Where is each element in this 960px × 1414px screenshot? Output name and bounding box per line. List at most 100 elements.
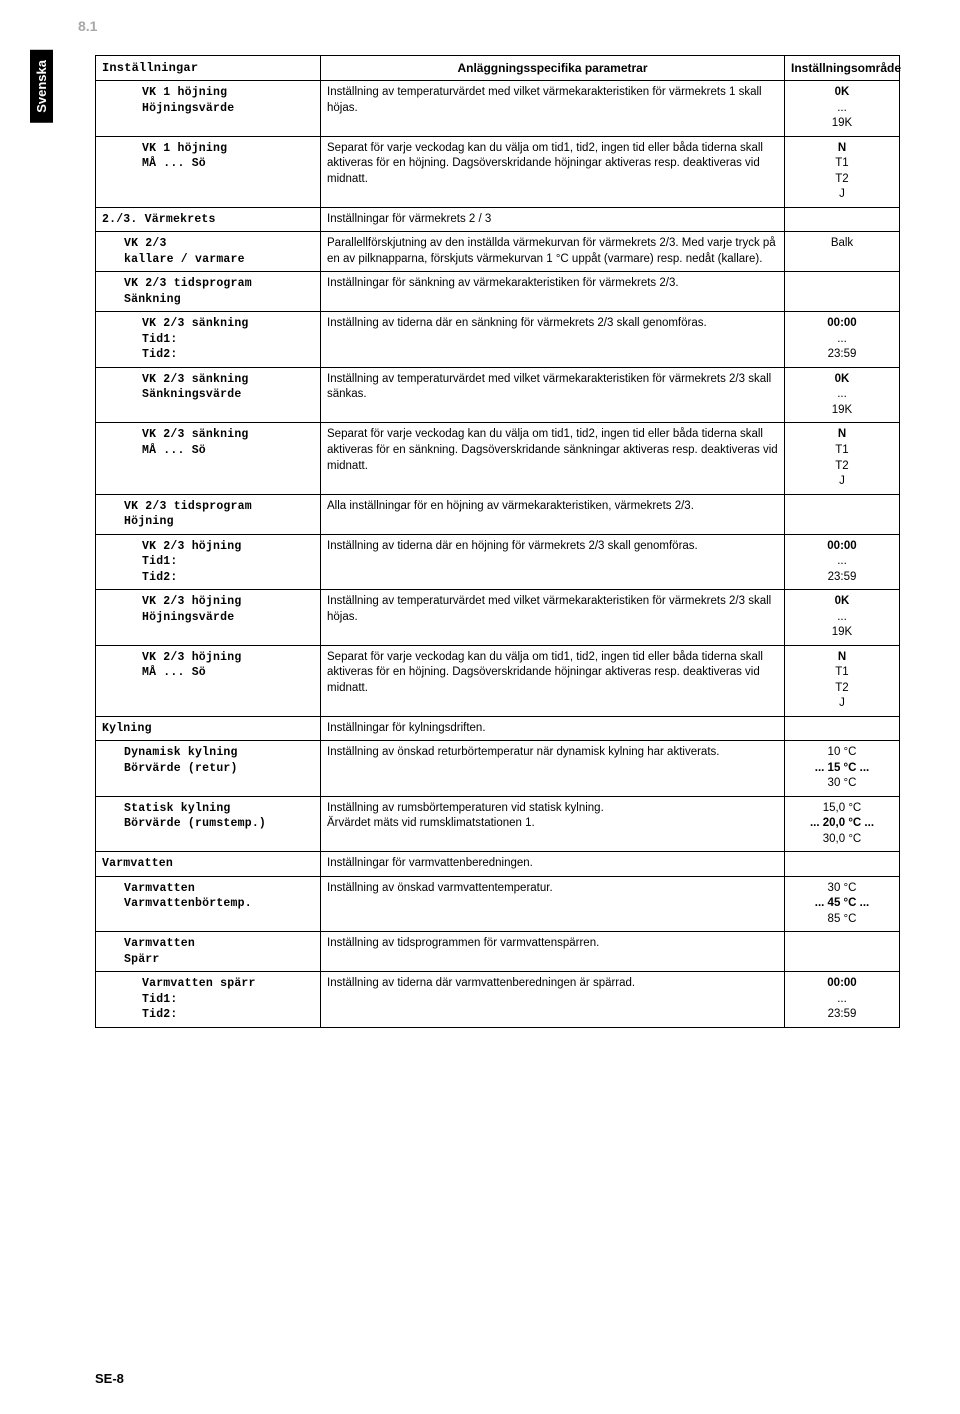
table-row: VK 2/3 tidsprogramSänkning Inställningar …: [96, 272, 900, 312]
description-cell: Inställning av önskad varmvattentemperat…: [321, 876, 785, 932]
side-tab-language: Svenska: [30, 50, 53, 123]
range-line: 15,0 °C: [791, 801, 893, 817]
table-row: VarmvattenSpärrInställning av tidsprogra…: [96, 932, 900, 972]
range-line: ...: [791, 332, 893, 348]
col-header-settings: Inställningar: [96, 56, 321, 81]
description-line: Inställningar för värmekrets 2 / 3: [327, 212, 778, 228]
range-line: 00:00: [791, 316, 893, 332]
settings-cell: 2./3. Värmekrets: [96, 207, 321, 232]
table-row: VK 2/3 sänkningTid1:Tid2:Inställning av …: [96, 312, 900, 368]
settings-cell: VK 2/3 sänkningMÅ ... Sö: [96, 423, 321, 494]
description-cell: Inställning av önskad returbörtemperatur…: [321, 741, 785, 797]
range-line: T2: [791, 172, 893, 188]
range-cell: [785, 716, 900, 741]
settings-line: kallare / varmare: [124, 252, 314, 268]
range-cell: 0K...19K: [785, 367, 900, 423]
description-line: Separat för varje veckodag kan du välja …: [327, 650, 778, 697]
settings-cell: VK 1 höjningHöjningsvärde: [96, 81, 321, 137]
settings-line: Tid1:: [142, 554, 314, 570]
description-line: Parallellförskjutning av den inställda v…: [327, 236, 778, 267]
description-line: Inställning av önskad returbörtemperatur…: [327, 745, 778, 761]
range-line: N: [791, 650, 893, 666]
settings-table: InställningarAnläggningsspecifika parame…: [95, 55, 900, 1028]
description-cell: Inställning av tidsprogrammen för varmva…: [321, 932, 785, 972]
description-cell: Inställning av temperaturvärdet med vilk…: [321, 367, 785, 423]
description-cell: Inställning av temperaturvärdet med vilk…: [321, 590, 785, 646]
description-line: Separat för varje veckodag kan du välja …: [327, 427, 778, 474]
range-line: 30 °C: [791, 881, 893, 897]
range-line: 0K: [791, 594, 893, 610]
description-line: Inställningar för sänkning av värmekarak…: [327, 276, 778, 292]
description-line: Inställning av temperaturvärdet med vilk…: [327, 594, 778, 625]
settings-cell: VarmvattenVarmvattenbörtemp.: [96, 876, 321, 932]
range-line: 23:59: [791, 347, 893, 363]
settings-line: VK 1 höjning: [142, 85, 314, 101]
settings-cell: VK 2/3 tidsprogramSänkning: [96, 272, 321, 312]
range-line: N: [791, 427, 893, 443]
table-row: VK 2/3 höjningHöjningsvärdeInställning a…: [96, 590, 900, 646]
settings-line: VK 2/3 sänkning: [142, 316, 314, 332]
table-row: VK 2/3 höjningMÅ ... SöSeparat för varje…: [96, 645, 900, 716]
settings-line: Höjningsvärde: [142, 101, 314, 117]
table-row: VK 2/3 tidsprogramHöjningAlla inställnin…: [96, 494, 900, 534]
range-cell: [785, 852, 900, 877]
range-line: 30 °C: [791, 776, 893, 792]
range-line: T1: [791, 443, 893, 459]
settings-cell: VK 2/3kallare / varmare: [96, 232, 321, 272]
description-line: Inställning av tiderna där varmvattenber…: [327, 976, 778, 992]
range-line: T2: [791, 681, 893, 697]
description-cell: Inställning av rumsbörtemperaturen vid s…: [321, 796, 785, 852]
description-line: Separat för varje veckodag kan du välja …: [327, 141, 778, 188]
range-line: 23:59: [791, 1007, 893, 1023]
settings-line: Börvärde (retur): [124, 761, 314, 777]
range-line: Balk: [791, 236, 893, 252]
table-row: Varmvatten spärrTid1:Tid2:Inställning av…: [96, 972, 900, 1028]
settings-line: Varmvattenbörtemp.: [124, 896, 314, 912]
range-line: ... 15 °C ...: [791, 761, 893, 777]
description-cell: Inställning av tiderna där varmvattenber…: [321, 972, 785, 1028]
table-container: InställningarAnläggningsspecifika parame…: [95, 55, 900, 1028]
settings-cell: VK 2/3 höjningMÅ ... Sö: [96, 645, 321, 716]
settings-line: MÅ ... Sö: [142, 443, 314, 459]
range-line: ... 45 °C ...: [791, 896, 893, 912]
description-line: Inställning av rumsbörtemperaturen vid s…: [327, 801, 778, 817]
range-cell: 00:00...23:59: [785, 972, 900, 1028]
range-line: 85 °C: [791, 912, 893, 928]
range-line: 00:00: [791, 539, 893, 555]
range-cell: 00:00...23:59: [785, 534, 900, 590]
col-header-range: Inställningsområde: [785, 56, 900, 81]
range-cell: [785, 932, 900, 972]
description-line: Alla inställningar för en höjning av vär…: [327, 499, 778, 515]
description-line: Ärvärdet mäts vid rumsklimatstationen 1.: [327, 816, 778, 832]
settings-cell: VK 2/3 höjningTid1:Tid2:: [96, 534, 321, 590]
range-line: 0K: [791, 372, 893, 388]
settings-cell: VK 1 höjningMÅ ... Sö: [96, 136, 321, 207]
description-line: Inställning av tiderna där en höjning fö…: [327, 539, 778, 555]
description-cell: Inställning av temperaturvärdet med vilk…: [321, 81, 785, 137]
description-line: Inställning av tidsprogrammen för varmva…: [327, 936, 778, 952]
range-line: ... 20,0 °C ...: [791, 816, 893, 832]
range-line: ...: [791, 554, 893, 570]
range-line: 19K: [791, 625, 893, 641]
settings-line: Tid1:: [142, 332, 314, 348]
description-cell: Inställningar för värmekrets 2 / 3: [321, 207, 785, 232]
settings-line: Tid1:: [142, 992, 314, 1008]
table-row: VK 1 höjningHöjningsvärdeInställning av …: [96, 81, 900, 137]
description-cell: Alla inställningar för en höjning av vär…: [321, 494, 785, 534]
description-line: Inställningar för kylningsdriften.: [327, 721, 778, 737]
range-line: 30,0 °C: [791, 832, 893, 848]
settings-line: MÅ ... Sö: [142, 665, 314, 681]
settings-line: Statisk kylning: [124, 801, 314, 817]
range-line: 19K: [791, 403, 893, 419]
description-cell: Separat för varje veckodag kan du välja …: [321, 423, 785, 494]
settings-line: Varmvatten spärr: [142, 976, 314, 992]
range-line: J: [791, 474, 893, 490]
table-row: Statisk kylningBörvärde (rumstemp.)Instä…: [96, 796, 900, 852]
table-row: VarmvattenVarmvattenbörtemp.Inställning …: [96, 876, 900, 932]
settings-line: VK 2/3 tidsprogram: [124, 499, 314, 515]
range-line: T2: [791, 459, 893, 475]
range-line: ...: [791, 387, 893, 403]
description-cell: Inställningar för sänkning av värmekarak…: [321, 272, 785, 312]
range-line: 23:59: [791, 570, 893, 586]
range-line: ...: [791, 610, 893, 626]
